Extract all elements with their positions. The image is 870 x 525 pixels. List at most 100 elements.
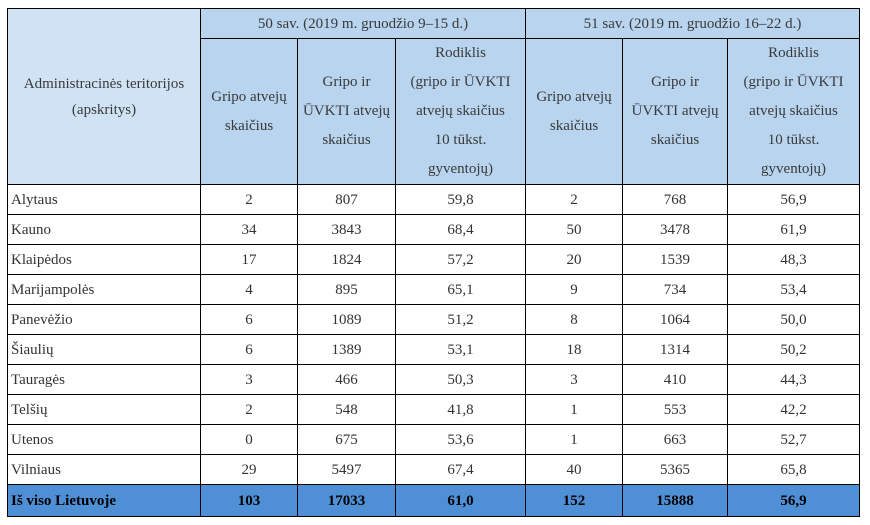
w50-rate: 67,4 xyxy=(394,454,527,485)
region-name: Tauragės xyxy=(7,364,201,395)
rate-header-line-5: gyventojų) xyxy=(761,161,827,177)
w51-rate: 61,9 xyxy=(727,214,861,245)
w51-rate-header: Rodiklis (gripo ir ŪVKTI atvejų skaičius… xyxy=(727,38,861,185)
w51-flu-ari: 3478 xyxy=(622,214,729,245)
w51-cases: 20 xyxy=(525,244,624,275)
w51-cases: 1 xyxy=(525,394,624,425)
region-name: Klaipėdos xyxy=(7,244,201,275)
table-wrapper: Administracinės teritorijos (apskritys) … xyxy=(7,8,861,517)
w50-flu-ari: 1824 xyxy=(297,244,396,275)
w50-flu-ari: 1089 xyxy=(297,304,396,335)
w50-cases: 34 xyxy=(200,214,298,245)
w51-rate: 52,7 xyxy=(727,424,861,455)
w51-cases: 40 xyxy=(525,454,624,485)
w51-rate: 56,9 xyxy=(727,184,861,215)
table-row: Panevėžio 6 1089 51,2 8 1064 50,0 xyxy=(7,304,861,335)
w50-rate: 68,4 xyxy=(394,214,527,245)
w51-flu-ari: 663 xyxy=(622,424,729,455)
rate-header-line-1: Rodiklis xyxy=(768,45,819,61)
region-name: Marijampolės xyxy=(7,274,201,305)
w51-rate: 48,3 xyxy=(727,244,861,275)
region-column-header: Administracinės teritorijos (apskritys) xyxy=(7,8,201,185)
w50-cases: 2 xyxy=(200,184,298,215)
w50-cases: 17 xyxy=(200,244,298,275)
w50-flu-ari: 5497 xyxy=(297,454,396,485)
w51-cases: 9 xyxy=(525,274,624,305)
w51-rate: 42,2 xyxy=(727,394,861,425)
table-row: Utenos 0 675 53,6 1 663 52,7 xyxy=(7,424,861,455)
w50-rate: 57,2 xyxy=(394,244,527,275)
w50-cases: 29 xyxy=(200,454,298,485)
flu-statistics-table: Administracinės teritorijos (apskritys) … xyxy=(7,8,861,517)
rate-header-line-5: gyventojų) xyxy=(428,161,494,177)
week-51-header: 51 sav. (2019 m. gruodžio 16–22 d.) xyxy=(525,8,861,39)
w51-flu-ari: 1064 xyxy=(622,304,729,335)
w50-rate: 65,1 xyxy=(394,274,527,305)
region-name: Kauno xyxy=(7,214,201,245)
w51-cases: 1 xyxy=(525,424,624,455)
table-row: Klaipėdos 17 1824 57,2 20 1539 48,3 xyxy=(7,244,861,275)
w50-flu-ari: 807 xyxy=(297,184,396,215)
flu-ari-header-line-1: Gripo ir xyxy=(322,74,371,90)
w51-flu-ari: 734 xyxy=(622,274,729,305)
w51-rate: 50,0 xyxy=(727,304,861,335)
w50-flu-ari: 466 xyxy=(297,364,396,395)
w51-flu-ari: 1539 xyxy=(622,244,729,275)
w51-flu-ari-header: Gripo ir ŪVKTI atvejų skaičius xyxy=(622,38,729,185)
w50-cases-header: Gripo atvejų skaičius xyxy=(200,38,298,185)
rate-header-line-4: 10 tūkst. xyxy=(767,132,820,148)
w50-cases: 2 xyxy=(200,394,298,425)
w51-rate: 44,3 xyxy=(727,364,861,395)
w51-flu-ari: 410 xyxy=(622,364,729,395)
w51-cases: 2 xyxy=(525,184,624,215)
region-name: Utenos xyxy=(7,424,201,455)
w50-flu-ari: 895 xyxy=(297,274,396,305)
rate-header-line-2: (gripo ir ŪVKTI xyxy=(743,74,844,90)
w50-cases: 4 xyxy=(200,274,298,305)
w51-rate: 53,4 xyxy=(727,274,861,305)
total-label: Iš viso Lietuvoje xyxy=(7,484,201,517)
w51-rate: 50,2 xyxy=(727,334,861,365)
w51-flu-ari: 768 xyxy=(622,184,729,215)
w50-flu-ari: 1389 xyxy=(297,334,396,365)
table-row: Tauragės 3 466 50,3 3 410 44,3 xyxy=(7,364,861,395)
table-row: Telšių 2 548 41,8 1 553 42,2 xyxy=(7,394,861,425)
w50-rate: 51,2 xyxy=(394,304,527,335)
region-name: Vilniaus xyxy=(7,454,201,485)
w50-flu-ari: 3843 xyxy=(297,214,396,245)
w50-rate: 41,8 xyxy=(394,394,527,425)
cases-header-line-1: Gripo atvejų xyxy=(211,88,287,105)
cases-header-line-1: Gripo atvejų xyxy=(536,88,612,105)
rate-header-line-4: 10 tūkst. xyxy=(434,132,487,148)
w51-cases: 50 xyxy=(525,214,624,245)
region-name: Panevėžio xyxy=(7,304,201,335)
w51-total-cases: 152 xyxy=(525,484,624,517)
w51-cases: 8 xyxy=(525,304,624,335)
flu-ari-header-line-1: Gripo ir xyxy=(651,74,699,90)
flu-ari-header-line-2: ŪVKTI atvejų xyxy=(631,103,719,119)
region-name: Telšių xyxy=(7,394,201,425)
w50-rate-header: Rodiklis (gripo ir ŪVKTI atvejų skaičius… xyxy=(394,38,527,185)
rate-header-line-2: (gripo ir ŪVKTI xyxy=(410,74,511,90)
cases-header-line-2: skaičius xyxy=(224,117,274,134)
w50-cases: 6 xyxy=(200,334,298,365)
w51-cases: 3 xyxy=(525,364,624,395)
flu-ari-header-line-2: ŪVKTI atvejų xyxy=(302,103,391,119)
w50-total-cases: 103 xyxy=(200,484,298,517)
table-row: Vilniaus 29 5497 67,4 40 5365 65,8 xyxy=(7,454,861,485)
w50-cases: 6 xyxy=(200,304,298,335)
w50-flu-ari-header: Gripo ir ŪVKTI atvejų skaičius xyxy=(297,38,396,185)
cases-header-line-2: skaičius xyxy=(549,117,599,134)
w51-cases: 18 xyxy=(525,334,624,365)
table-row: Alytaus 2 807 59,8 2 768 56,9 xyxy=(7,184,861,215)
week-50-header: 50 sav. (2019 m. gruodžio 9–15 d.) xyxy=(199,8,527,39)
w51-cases-header: Gripo atvejų skaičius xyxy=(525,38,624,185)
rate-header-line-3: atvejų skaičius xyxy=(416,103,505,119)
w50-rate: 53,1 xyxy=(394,334,527,365)
rate-header-line-1: Rodiklis xyxy=(435,45,486,61)
table-row: Šiaulių 6 1389 53,1 18 1314 50,2 xyxy=(7,334,861,365)
rate-header-line-3: atvejų skaičius xyxy=(749,103,838,119)
w50-cases: 0 xyxy=(200,424,298,455)
w50-total-flu-ari: 17033 xyxy=(297,484,396,517)
w51-total-flu-ari: 15888 xyxy=(622,484,729,517)
